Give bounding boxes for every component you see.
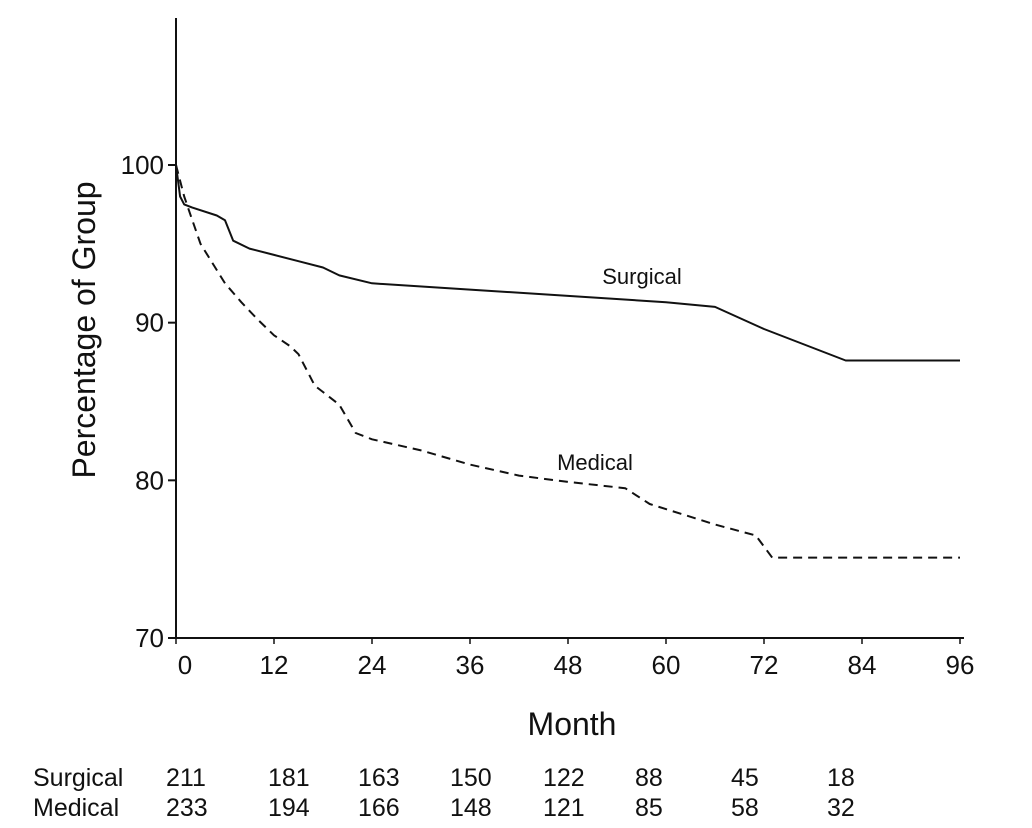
y-tick-label: 70 [135, 623, 164, 653]
at-risk-count: 181 [268, 764, 310, 792]
x-tick-label: 48 [554, 650, 583, 680]
series-line-surgical [175, 164, 960, 362]
at-risk-count: 85 [635, 794, 663, 822]
series-label-surgical: Surgical [602, 264, 681, 289]
y-ticks: 70 80 90 100 [121, 150, 176, 653]
y-tick-label: 80 [135, 465, 164, 495]
survival-chart: 70 80 90 100 0 12 24 36 48 60 72 84 96 Surgical Medi… [66, 18, 975, 742]
y-axis-title: Percentage of Group [66, 181, 102, 478]
series-label-medical: Medical [557, 450, 633, 475]
x-tick-label: 72 [750, 650, 779, 680]
x-tick-label: 0 [178, 650, 192, 680]
x-ticks: 0 12 24 36 48 60 72 84 96 [175, 638, 975, 680]
at-risk-count: 58 [731, 794, 759, 822]
at-risk-count: 163 [358, 764, 400, 792]
y-tick-label: 90 [135, 308, 164, 338]
x-axis-title: Month [528, 706, 617, 742]
at-risk-count: 166 [358, 794, 400, 822]
x-tick-label: 96 [946, 650, 975, 680]
axes [175, 18, 964, 639]
at-risk-row-label: Surgical [33, 764, 124, 792]
at-risk-count: 122 [543, 764, 585, 792]
series-line-medical [175, 164, 960, 559]
at-risk-row-label: Medical [33, 794, 120, 822]
at-risk-count: 211 [166, 764, 206, 792]
x-tick-label: 36 [456, 650, 485, 680]
at-risk-count: 32 [827, 794, 855, 822]
at-risk-count: 88 [635, 764, 663, 792]
at-risk-count: 45 [731, 764, 759, 792]
at-risk-count: 150 [450, 764, 492, 792]
x-tick-label: 24 [358, 650, 387, 680]
at-risk-count: 233 [166, 794, 208, 822]
x-tick-label: 12 [260, 650, 289, 680]
x-tick-label: 84 [848, 650, 877, 680]
y-tick-label: 100 [121, 150, 164, 180]
at-risk-count: 121 [543, 794, 585, 822]
at-risk-count: 18 [827, 764, 855, 792]
at-risk-count: 148 [450, 794, 492, 822]
at-risk-count: 194 [268, 794, 310, 822]
series-layer: Surgical Medical [175, 164, 960, 559]
x-tick-label: 60 [652, 650, 681, 680]
